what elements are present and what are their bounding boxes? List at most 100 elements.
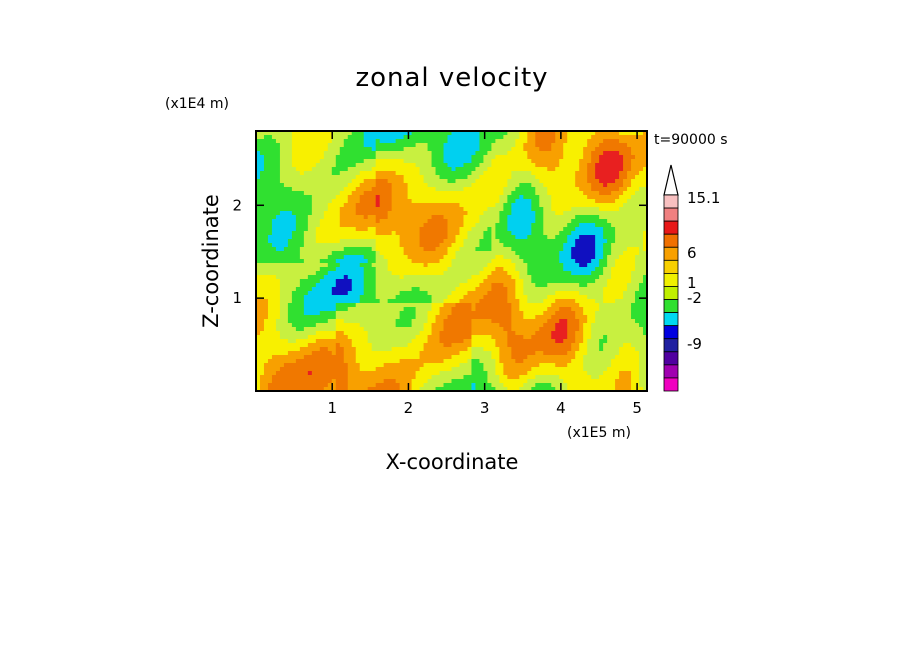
field-cell <box>587 199 592 204</box>
field-cell <box>307 191 313 196</box>
field-cell <box>303 207 309 212</box>
field-cell <box>319 135 325 140</box>
field-cell <box>539 179 544 184</box>
field-cell <box>331 223 337 228</box>
field-cell <box>555 311 560 316</box>
field-cell <box>491 175 496 180</box>
field-cell <box>599 175 604 180</box>
field-cell <box>331 323 337 328</box>
field-cell <box>495 259 500 264</box>
field-cell <box>527 131 532 136</box>
field-cell <box>567 215 572 220</box>
field-cell <box>635 199 640 204</box>
field-cell <box>563 191 568 196</box>
field-cell <box>371 167 377 172</box>
field-cell <box>547 135 552 140</box>
field-cell <box>595 223 600 228</box>
field-cell <box>463 143 469 148</box>
field-cell <box>299 159 305 164</box>
field-cell <box>279 303 285 308</box>
field-cell <box>391 251 397 256</box>
field-cell <box>403 195 409 200</box>
field-cell <box>603 319 608 324</box>
field-cell <box>471 203 477 208</box>
field-cell <box>603 231 608 236</box>
field-cell <box>627 239 632 244</box>
field-cell <box>595 327 600 332</box>
field-cell <box>575 183 580 188</box>
field-cell <box>451 287 457 292</box>
field-cell <box>443 203 449 208</box>
field-cell <box>483 275 489 280</box>
field-cell <box>575 315 580 320</box>
field-cell <box>467 183 473 188</box>
field-cell <box>459 147 465 152</box>
field-cell <box>339 203 345 208</box>
field-cell <box>607 159 612 164</box>
field-cell <box>391 175 397 180</box>
field-cell <box>511 263 516 268</box>
field-cell <box>391 199 397 204</box>
field-cell <box>271 135 277 140</box>
field-cell <box>295 171 301 176</box>
field-cell <box>603 219 608 224</box>
field-cell <box>331 227 337 232</box>
field-cell <box>463 311 469 316</box>
field-cell <box>519 179 524 184</box>
field-cell <box>431 267 437 272</box>
field-cell <box>587 203 592 208</box>
field-cell <box>467 243 473 248</box>
field-cell <box>263 283 269 288</box>
field-cell <box>331 235 337 240</box>
field-cell <box>511 247 516 252</box>
field-cell <box>323 247 329 252</box>
field-cell <box>287 251 293 256</box>
field-cell <box>643 247 647 252</box>
field-cell <box>607 299 612 304</box>
field-cell <box>256 255 261 260</box>
field-cell <box>395 303 401 308</box>
field-cell <box>355 147 361 152</box>
field-cell <box>327 135 333 140</box>
field-cell <box>559 167 564 172</box>
field-cell <box>603 323 608 328</box>
field-cell <box>399 227 405 232</box>
field-cell <box>547 231 552 236</box>
field-cell <box>411 211 417 216</box>
field-cell <box>639 223 644 228</box>
field-cell <box>587 303 592 308</box>
field-cell <box>527 239 532 244</box>
field-cell <box>359 191 365 196</box>
field-cell <box>431 195 437 200</box>
field-cell <box>475 287 481 292</box>
field-cell <box>327 179 333 184</box>
field-cell <box>567 135 572 140</box>
field-cell <box>403 151 409 156</box>
field-cell <box>335 215 341 220</box>
field-cell <box>399 163 405 168</box>
field-cell <box>519 271 524 276</box>
field-cell <box>263 171 269 176</box>
field-cell <box>459 327 465 332</box>
field-cell <box>407 223 413 228</box>
field-cell <box>531 275 536 280</box>
field-cell <box>475 131 481 136</box>
field-cell <box>555 291 560 296</box>
field-cell <box>551 187 556 192</box>
field-cell <box>611 219 616 224</box>
field-cell <box>503 179 508 184</box>
field-cell <box>295 271 301 276</box>
field-cell <box>519 299 524 304</box>
field-cell <box>555 283 560 288</box>
field-cell <box>283 263 289 268</box>
field-cell <box>259 163 265 168</box>
field-cell <box>531 227 536 232</box>
field-cell <box>391 311 397 316</box>
field-cell <box>423 307 429 312</box>
field-cell <box>451 175 457 180</box>
field-cell <box>399 251 405 256</box>
field-cell <box>311 247 317 252</box>
field-cell <box>415 215 421 220</box>
field-cell <box>475 143 481 148</box>
field-cell <box>275 315 281 320</box>
